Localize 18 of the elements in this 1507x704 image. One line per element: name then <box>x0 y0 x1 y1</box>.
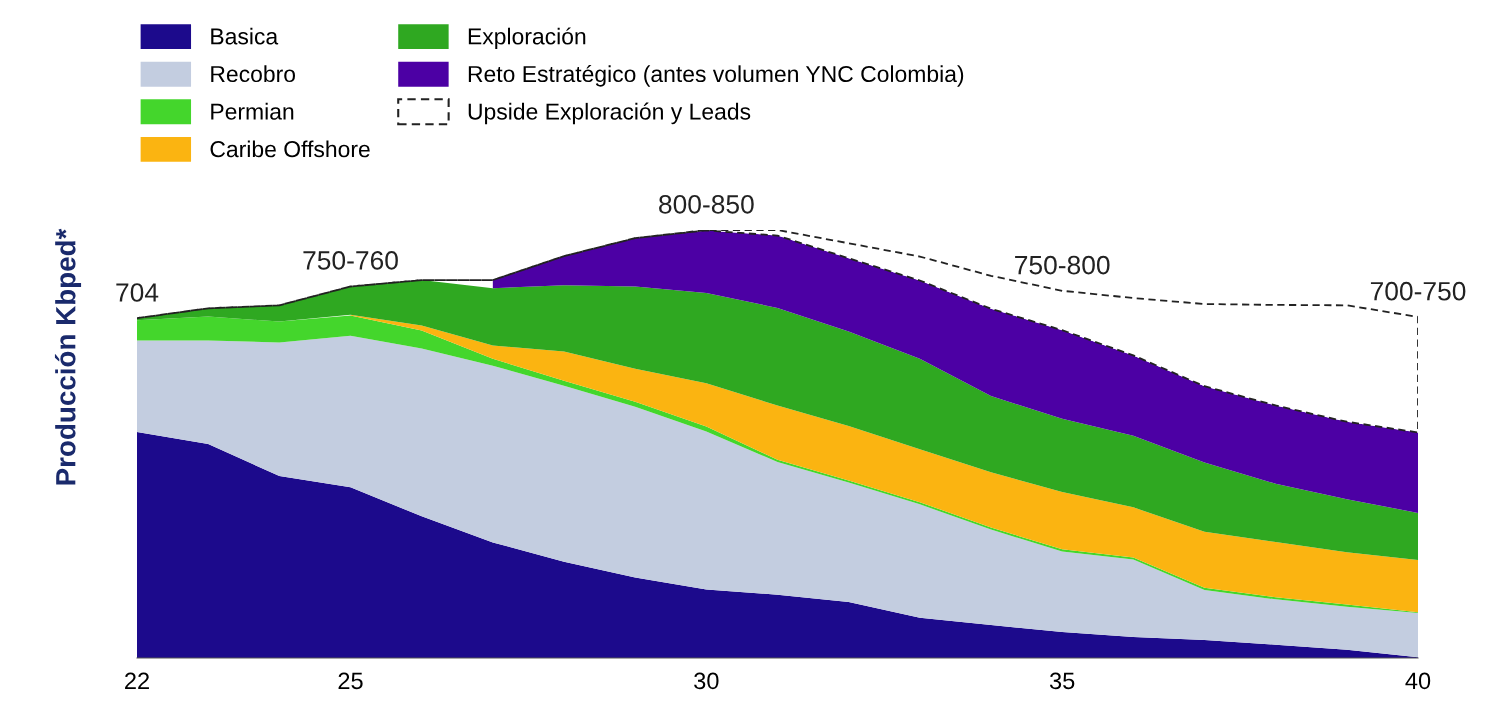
legend-label: Permian <box>211 102 294 120</box>
x-tick-label: 25 <box>338 672 363 690</box>
legend-label: Caribe Offshore <box>210 140 370 158</box>
annotation: 750-760 <box>303 251 398 270</box>
legend-label: Reto Estratégico (antes volumen YNC Colombia) <box>468 65 964 87</box>
y-axis-title: Producción Kbped* <box>54 228 82 485</box>
annotation: 800-850 <box>659 194 754 214</box>
annotation: 700-750 <box>1370 281 1466 301</box>
legend-label: Exploración <box>468 27 586 50</box>
legend-label: Basica <box>211 27 279 45</box>
legend-label: Upside Exploración y Leads <box>468 102 751 125</box>
x-tick-label: 22 <box>125 672 149 689</box>
legend-label: Recobro <box>211 65 296 83</box>
annotation: 750-800 <box>1015 255 1110 275</box>
annotation: 704 <box>116 283 159 302</box>
x-tick-label: 35 <box>1049 672 1075 690</box>
x-tick-label: 40 <box>1405 672 1431 690</box>
x-tick-label: 30 <box>694 672 719 690</box>
